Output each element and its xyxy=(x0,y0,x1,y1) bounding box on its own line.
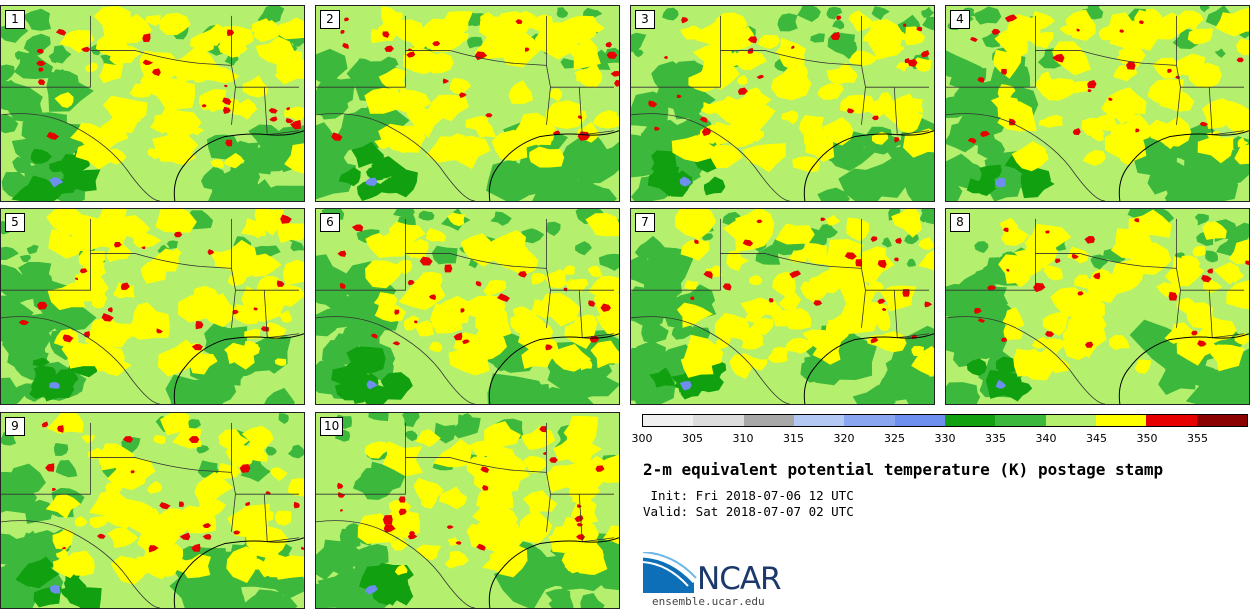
colorbar-segment xyxy=(1146,415,1197,426)
stamp-panel-4: 4 xyxy=(945,5,1250,202)
colorbar-tick-label: 320 xyxy=(833,432,855,445)
colorbar xyxy=(642,414,1248,427)
colorbar-segment xyxy=(643,415,694,426)
stamp-panel-6: 6 xyxy=(315,208,620,405)
valid-time: Valid: Sat 2018-07-07 02 UTC xyxy=(643,504,854,519)
colorbar-segment xyxy=(844,415,895,426)
colorbar-tick-label: 335 xyxy=(985,432,1006,445)
figure-title: 2-m equivalent potential temperature (K)… xyxy=(643,460,1164,479)
map-field-3 xyxy=(631,6,934,201)
colorbar-tick-label: 305 xyxy=(682,432,703,445)
stamp-panel-10: 10 xyxy=(315,412,620,609)
member-label: 5 xyxy=(5,213,25,232)
stamp-panel-9: 9 xyxy=(0,412,305,609)
member-label: 3 xyxy=(635,10,655,29)
ncar-logo-text: NCAR xyxy=(697,561,782,597)
ncar-logo-icon xyxy=(642,552,697,593)
stamp-panel-2: 2 xyxy=(315,5,620,202)
init-time: Init: Fri 2018-07-06 12 UTC xyxy=(643,488,854,503)
colorbar-tick-label: 325 xyxy=(884,432,905,445)
colorbar-tick-label: 340 xyxy=(1035,432,1057,445)
colorbar-tick-label: 310 xyxy=(732,432,754,445)
colorbar-tick-label: 345 xyxy=(1086,432,1107,445)
colorbar-segment xyxy=(894,415,945,426)
member-label: 2 xyxy=(320,10,340,29)
map-field-2 xyxy=(316,6,619,201)
member-label: 9 xyxy=(5,417,25,436)
member-label: 10 xyxy=(320,417,344,436)
colorbar-segment xyxy=(1095,415,1147,426)
map-field-10 xyxy=(316,413,619,608)
stamp-panel-7: 7 xyxy=(630,208,935,405)
colorbar-segment xyxy=(995,415,1046,426)
stamp-panel-3: 3 xyxy=(630,5,935,202)
map-field-4 xyxy=(946,6,1249,201)
member-label: 7 xyxy=(635,213,655,232)
colorbar-tick-label: 350 xyxy=(1136,432,1158,445)
colorbar-segment xyxy=(743,415,794,426)
colorbar-segment xyxy=(1045,415,1096,426)
map-field-7 xyxy=(631,209,934,404)
colorbar-tick-label: 300 xyxy=(631,432,653,445)
site-url: ensemble.ucar.edu xyxy=(652,595,765,608)
colorbar-segment xyxy=(1196,415,1247,426)
colorbar-segment xyxy=(693,415,744,426)
map-field-1 xyxy=(1,6,304,201)
map-field-5 xyxy=(1,209,304,404)
colorbar-segment xyxy=(944,415,996,426)
colorbar-ticks: 300 305 310 315 320 325 330 335 340 345 350 355 xyxy=(632,432,1248,446)
colorbar-tick-label: 330 xyxy=(934,432,956,445)
member-label: 1 xyxy=(5,10,25,29)
colorbar-segment xyxy=(793,415,845,426)
colorbar-tick-label: 355 xyxy=(1187,432,1208,445)
colorbar-tick-label: 315 xyxy=(783,432,804,445)
map-field-6 xyxy=(316,209,619,404)
map-field-8 xyxy=(946,209,1249,404)
member-label: 4 xyxy=(950,10,970,29)
stamp-panel-1: 1 xyxy=(0,5,305,202)
stamp-panel-5: 5 xyxy=(0,208,305,405)
member-label: 8 xyxy=(950,213,970,232)
member-label: 6 xyxy=(320,213,340,232)
map-field-9 xyxy=(1,413,304,608)
stamp-panel-8: 8 xyxy=(945,208,1250,405)
